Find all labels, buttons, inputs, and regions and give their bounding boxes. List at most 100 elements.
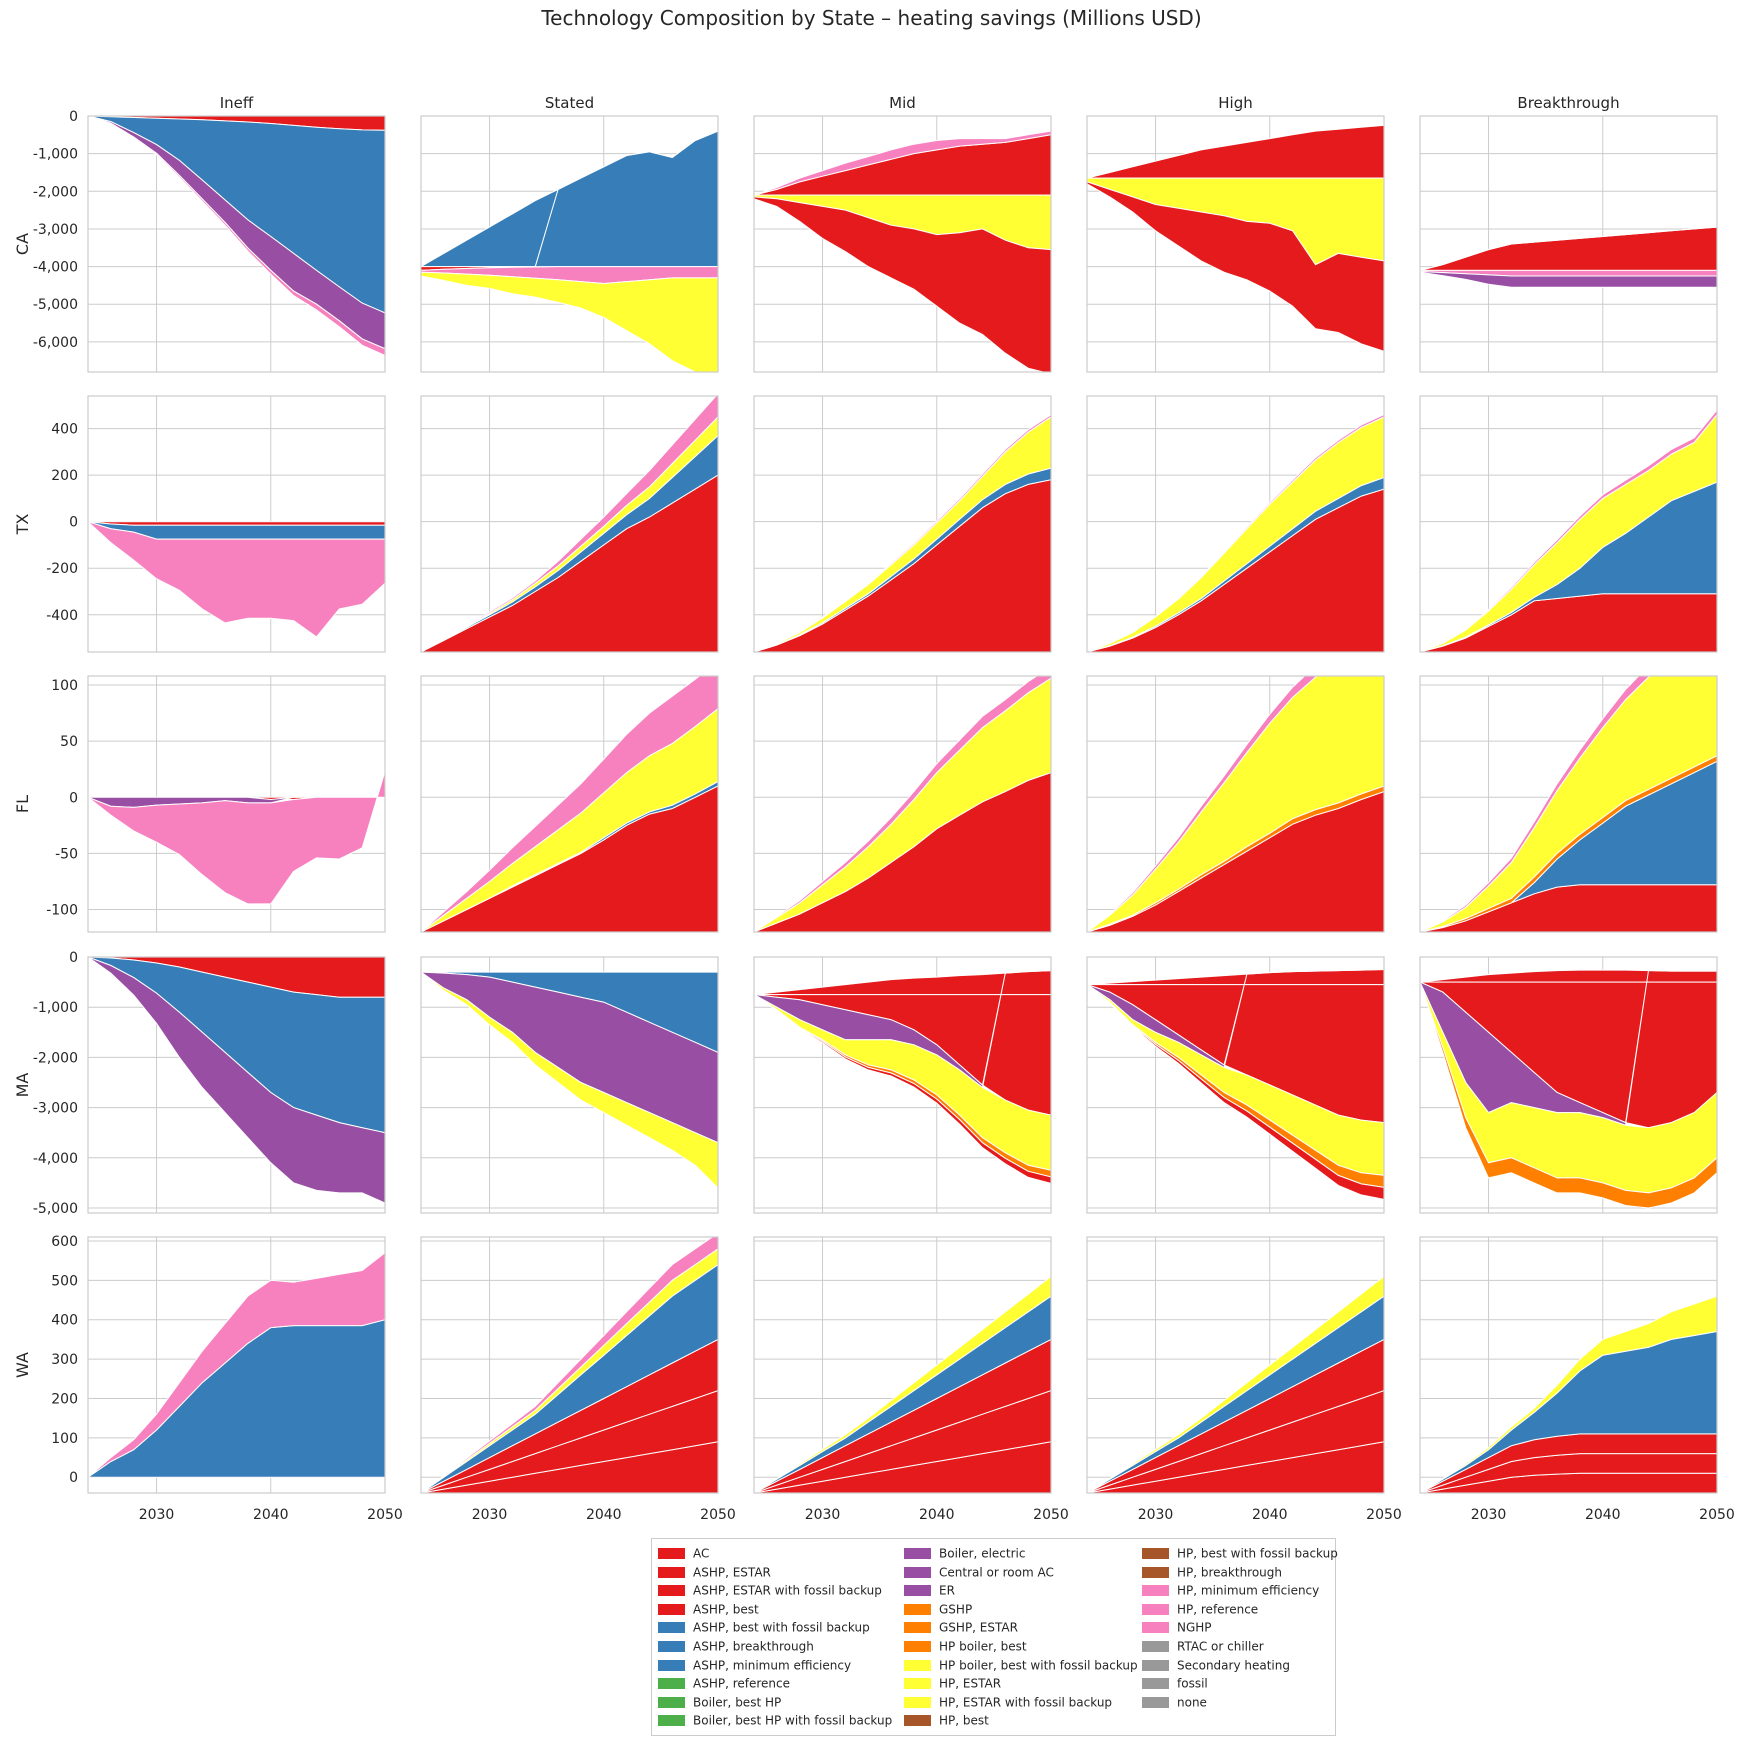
panel-frame — [753, 115, 1052, 373]
legend-swatch — [904, 1641, 931, 1652]
x-tick-label: 2050 — [1366, 1507, 1402, 1523]
legend-label: Secondary heating — [1177, 1658, 1290, 1673]
panel-tx-high — [1086, 395, 1385, 653]
legend-swatch — [1142, 1696, 1169, 1708]
y-tick-label: 100 — [51, 678, 78, 694]
area-yellow-3 — [421, 271, 718, 372]
area-blue-3 — [1420, 226, 1717, 271]
legend-swatch — [1142, 1548, 1169, 1559]
panel-fl-stated — [420, 675, 719, 933]
y-tick-label: 300 — [51, 1352, 78, 1368]
y-tick-label: -2,000 — [33, 1050, 78, 1066]
legend-item: HP, reference — [1142, 1602, 1258, 1620]
legend-swatch — [658, 1696, 685, 1708]
legend-label: ASHP, ESTAR with fossil backup — [693, 1583, 882, 1598]
x-tick-label: 2030 — [805, 1507, 841, 1523]
legend-item: ASHP, ESTAR with fossil backup — [658, 1583, 882, 1601]
legend-swatch — [658, 1641, 685, 1652]
panel-frame — [753, 675, 1052, 933]
area-red-0 — [1420, 226, 1717, 271]
area-red-2 — [1087, 181, 1384, 352]
y-tick-label: 0 — [69, 790, 78, 806]
x-tick-label: 2030 — [1138, 1507, 1174, 1523]
y-tick-label: -4,000 — [33, 1151, 78, 1167]
panel-ma-high — [1086, 956, 1385, 1214]
legend-swatch — [904, 1659, 931, 1671]
legend-item: HP, minimum efficiency — [1142, 1583, 1319, 1601]
x-tick-label: 2040 — [253, 1507, 289, 1523]
area-pink-3 — [1087, 414, 1384, 652]
legend-label: ASHP, best with fossil backup — [693, 1620, 870, 1635]
legend-label: HP boiler, best — [939, 1639, 1027, 1654]
area-yellow-4 — [1087, 1275, 1384, 1493]
legend-label: none — [1177, 1695, 1207, 1710]
legend-swatch — [1142, 1603, 1169, 1615]
column-title: Mid — [889, 94, 916, 112]
legend-swatch — [904, 1603, 931, 1615]
column-title: Stated — [545, 94, 594, 112]
panel-frame — [420, 956, 719, 1214]
y-tick-label: 50 — [60, 734, 78, 750]
x-tick-label: 2050 — [1033, 1507, 1069, 1523]
area-red-0 — [1420, 593, 1717, 652]
legend-swatch — [1142, 1659, 1169, 1671]
legend-item: ASHP, ESTAR — [658, 1565, 771, 1583]
legend-item: ASHP, best with fossil backup — [658, 1620, 870, 1638]
y-tick-label: -5,000 — [33, 1201, 78, 1217]
legend-swatch — [904, 1548, 931, 1559]
area-blue-0 — [421, 130, 718, 268]
area-red-0 — [1420, 969, 1717, 983]
panel-ca-ineff — [87, 115, 386, 373]
legend-item: ASHP, best — [658, 1602, 759, 1620]
panel-frame — [753, 1236, 1052, 1494]
legend-item: Central or room AC — [904, 1565, 1054, 1583]
legend-swatch — [904, 1622, 931, 1634]
legend-label: HP, best — [939, 1713, 989, 1728]
panel-frame — [87, 675, 386, 933]
legend-item: ER — [904, 1583, 955, 1601]
area-red-5 — [1087, 984, 1384, 1200]
legend-label: Boiler, electric — [939, 1546, 1026, 1561]
legend-swatch — [658, 1659, 685, 1671]
x-tick-label: 2040 — [1252, 1507, 1288, 1523]
panel-tx-mid — [753, 395, 1052, 653]
area-red-3 — [754, 196, 1051, 372]
panel-wa-breakthrough — [1419, 1236, 1718, 1494]
legend-swatch — [904, 1696, 931, 1708]
legend-item: Secondary heating — [1142, 1658, 1290, 1676]
legend-swatch — [904, 1566, 931, 1578]
row-label-wa: WA — [13, 1352, 32, 1378]
legend-item: NGHP — [1142, 1620, 1212, 1638]
panel-fl-mid — [753, 675, 1052, 933]
area-red-5 — [754, 994, 1051, 1184]
legend-item: GSHP, ESTAR — [904, 1620, 1018, 1638]
legend-item: HP, ESTAR with fossil backup — [904, 1695, 1112, 1713]
panel-wa-stated — [420, 1236, 719, 1494]
area-pink-3 — [88, 116, 385, 356]
legend-label: HP, breakthrough — [1177, 1565, 1283, 1580]
panel-frame — [87, 115, 386, 373]
area-pink-3 — [1420, 409, 1717, 652]
y-tick-label: 500 — [51, 1273, 78, 1289]
legend-item: ASHP, minimum efficiency — [658, 1658, 851, 1676]
panel-frame — [753, 956, 1052, 1214]
panel-frame — [420, 1236, 719, 1494]
legend-item: HP boiler, best with fossil backup — [904, 1658, 1138, 1676]
legend-swatch — [1142, 1622, 1169, 1634]
legend-label: HP boiler, best with fossil backup — [939, 1658, 1138, 1673]
panel-fl-breakthrough — [1419, 675, 1718, 933]
legend-item: Boiler, best HP with fossil backup — [658, 1713, 892, 1731]
panel-wa-high — [1086, 1236, 1385, 1494]
legend-swatch — [658, 1622, 685, 1634]
y-tick-label: 0 — [69, 950, 78, 966]
x-tick-label: 2050 — [700, 1507, 736, 1523]
row-label-ca: CA — [13, 233, 32, 255]
legend-item: AC — [658, 1546, 709, 1564]
y-tick-label: -5,000 — [33, 297, 78, 313]
legend-label: GSHP, ESTAR — [939, 1620, 1018, 1635]
panel-frame — [420, 115, 719, 373]
y-tick-label: 200 — [51, 1391, 78, 1407]
panel-tx-stated — [420, 395, 719, 653]
area-pink-2 — [88, 771, 385, 905]
row-label-ma: MA — [13, 1073, 32, 1098]
